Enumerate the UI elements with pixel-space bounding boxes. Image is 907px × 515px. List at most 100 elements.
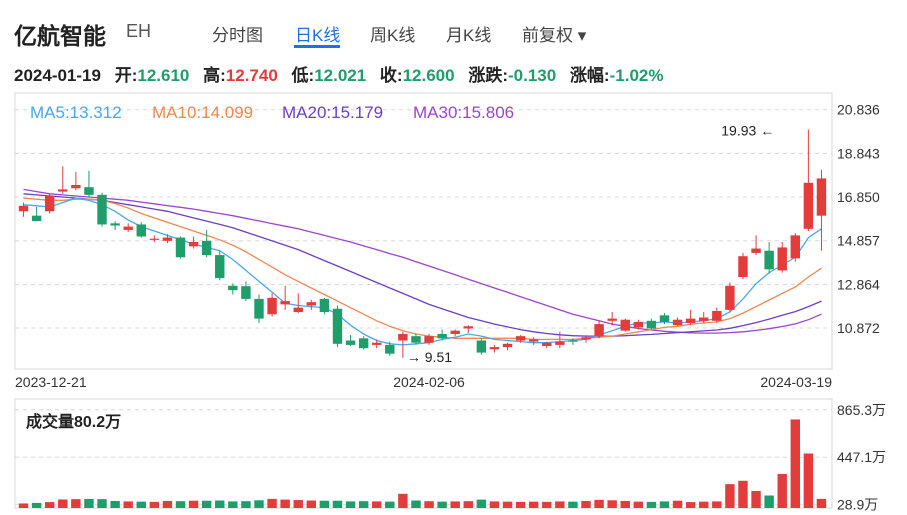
tab-intraday[interactable]: 分时图: [212, 26, 263, 45]
candle-body: [332, 308, 343, 344]
tab-daily-k[interactable]: 日K线: [295, 26, 341, 45]
volume-bar: [306, 500, 317, 508]
volume-bar: [816, 498, 827, 508]
price-tick-label: 12.864: [837, 276, 880, 292]
volume-bar: [175, 501, 186, 508]
volume-bar: [725, 484, 735, 508]
line-ma10: [23, 197, 822, 341]
candle-body: [816, 178, 827, 216]
quote-low: 低:12.021: [292, 66, 367, 85]
volume-bar: [764, 495, 774, 508]
candle-body: [84, 187, 94, 195]
volume-bar: [44, 502, 55, 508]
volume-bar: [672, 500, 683, 508]
tab-weekly-k[interactable]: 周K线: [370, 26, 416, 45]
quote-pct: 涨幅:-1.02%: [570, 66, 664, 85]
candle-body: [450, 330, 460, 334]
candle-body: [293, 307, 303, 313]
volume-bar: [803, 453, 814, 508]
candle-body: [201, 240, 212, 256]
legend-ma5: MA5:13.312: [30, 103, 122, 122]
volume-bar: [332, 500, 343, 508]
volume-bar: [489, 501, 500, 508]
volume-bar: [188, 500, 199, 508]
candle-body: [136, 224, 146, 237]
candle-body: [241, 286, 251, 299]
volume-tick-label: 28.9万: [837, 497, 878, 513]
volume-bar: [372, 501, 382, 508]
volume-bar: [267, 498, 277, 508]
candle-body: [71, 185, 81, 189]
volume-bar: [254, 500, 264, 508]
volume-bar: [777, 473, 787, 508]
open-value: 12.610: [137, 66, 190, 85]
high-annotation: 19.93 ←: [721, 123, 774, 139]
candle-body: [646, 320, 657, 329]
volume-bar: [502, 501, 513, 508]
pct-label: 涨幅:: [569, 66, 610, 85]
volume-panel-frame: [14, 398, 833, 509]
quote-change: 涨跌:-0.130: [468, 66, 556, 85]
candle-body: [699, 317, 709, 321]
quote-high: 高:12.740: [203, 66, 278, 85]
candle-body: [149, 238, 160, 240]
line-ma20: [23, 193, 822, 337]
high-value: 12.740: [225, 66, 278, 85]
tab-monthly-k[interactable]: 月K线: [446, 26, 492, 45]
candle-body: [306, 302, 317, 306]
candle-body: [31, 215, 42, 222]
price-tick-label: 18.843: [837, 145, 880, 161]
price-tick-label: 10.872: [837, 320, 880, 336]
volume-bar: [228, 501, 238, 508]
low-value: 12.021: [314, 66, 367, 85]
candle-body: [372, 342, 382, 345]
volume-bar: [633, 501, 644, 508]
candle-body: [502, 343, 513, 348]
volume-bar: [110, 500, 120, 508]
line-ma30: [23, 188, 822, 334]
close-label: 收:: [379, 66, 403, 85]
candle-body: [215, 255, 225, 279]
volume-bar: [215, 500, 225, 508]
volume-bar: [620, 500, 630, 508]
candle-body: [515, 336, 526, 341]
price-tick-label: 16.850: [837, 189, 880, 205]
volume-bar: [358, 501, 369, 508]
volume-bar: [385, 501, 395, 508]
volume-bar: [555, 501, 565, 508]
date-tick-label: 2024-03-19: [760, 374, 832, 390]
volume-title: 成交量80.2万: [26, 412, 121, 431]
candle-body: [620, 319, 630, 331]
candle-body: [633, 321, 644, 328]
close-value: 12.600: [402, 66, 455, 85]
change-label: 涨跌:: [468, 66, 508, 85]
volume-bar: [201, 500, 212, 508]
candle-body: [568, 340, 578, 342]
volume-bar: [568, 501, 578, 508]
volume-bar: [738, 480, 748, 508]
candle-body: [790, 235, 801, 259]
candle-body: [18, 205, 29, 212]
candle-body: [411, 336, 421, 343]
candle-body: [385, 344, 395, 354]
candle-body: [712, 310, 722, 321]
kline-panel-frame: [14, 92, 833, 370]
volume-bar: [712, 501, 722, 508]
volume-bar: [751, 490, 761, 508]
quote-open: 开:12.610: [115, 66, 190, 85]
price-tick-label: 20.836: [837, 102, 880, 118]
active-tab-underline: [294, 45, 340, 48]
volume-bar: [241, 501, 251, 508]
legend-ma20: MA20:15.179: [282, 103, 383, 122]
candle-body: [581, 337, 591, 340]
candle-body: [175, 237, 186, 258]
volume-bar: [345, 501, 356, 508]
candle-body: [725, 285, 735, 310]
candle-body: [345, 340, 356, 345]
volume-bar: [319, 500, 330, 508]
volume-bar: [280, 499, 290, 508]
volume-bar: [398, 493, 408, 508]
adjust-dropdown[interactable]: 前复权 ▾: [522, 26, 587, 45]
candle-body: [424, 336, 434, 343]
